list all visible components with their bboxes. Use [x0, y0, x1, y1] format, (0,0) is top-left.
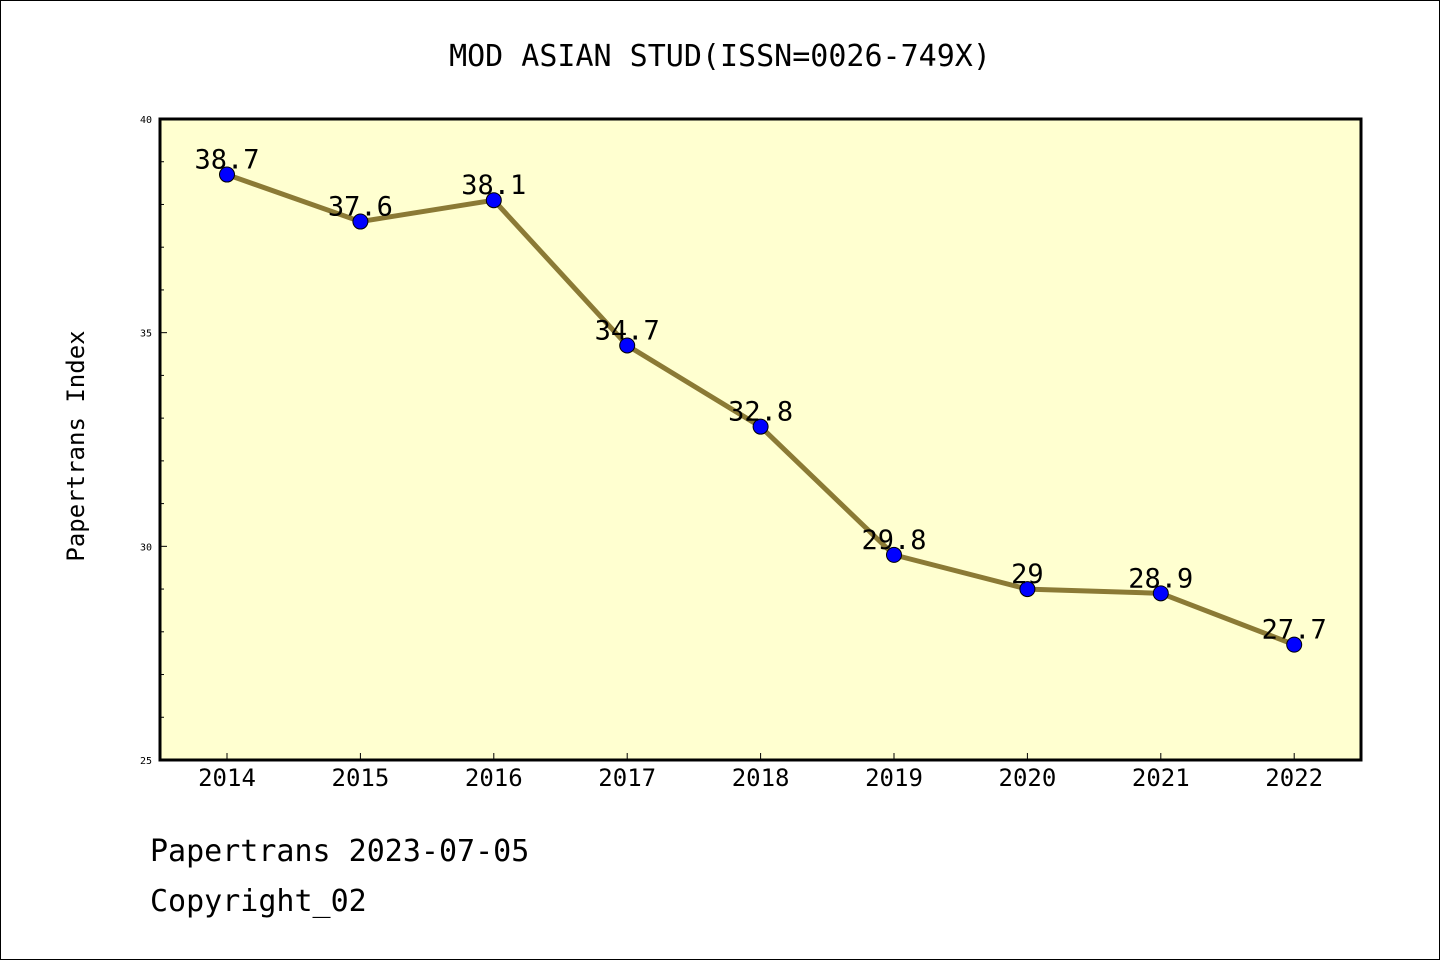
- data-label: 37.6: [328, 192, 393, 223]
- footer-date-line: Papertrans 2023-07-05: [150, 834, 530, 869]
- x-tick-label: 2016: [465, 764, 523, 792]
- data-point: [219, 166, 235, 183]
- data-point: [352, 213, 369, 230]
- y-tick-label: 30: [140, 542, 152, 553]
- data-label: 38.7: [194, 145, 259, 176]
- data-label: 28.9: [1128, 563, 1193, 594]
- x-tick-label: 2020: [999, 764, 1057, 792]
- x-tick-label: 2014: [198, 764, 256, 792]
- series-layer: 38.7 37.6 38.1 34.7 32.8 29.8 29 28.9 27.7: [194, 145, 1327, 653]
- data-label: 29.8: [861, 525, 926, 556]
- y-tick-label: 40: [140, 115, 152, 126]
- data-label: 38.1: [461, 170, 526, 201]
- x-tick-label: 2017: [598, 764, 656, 792]
- y-axis: 25 30 35 40: [140, 115, 167, 767]
- data-point: [1286, 636, 1303, 653]
- data-point: [619, 337, 636, 354]
- data-label: 27.7: [1262, 615, 1327, 646]
- data-point: [1152, 585, 1169, 602]
- x-tick-label: 2015: [332, 764, 390, 792]
- x-tick-label: 2021: [1132, 764, 1190, 792]
- data-label: 29: [1011, 559, 1044, 590]
- y-tick-label: 35: [140, 329, 152, 340]
- x-axis: 2014 2015 2016 2017 2018 2019 2020 2021 2022: [198, 753, 1323, 792]
- y-axis-label: Papertrans Index: [62, 330, 90, 561]
- data-point: [886, 546, 902, 563]
- x-tick-label: 2022: [1265, 764, 1323, 792]
- x-tick-label: 2018: [732, 764, 790, 792]
- chart-title: MOD ASIAN STUD(ISSN=0026-749X): [449, 39, 991, 74]
- data-label: 34.7: [595, 315, 660, 346]
- footer-copyright-line: Copyright_02: [150, 884, 367, 919]
- y-tick-label: 25: [140, 756, 152, 767]
- data-label: 32.8: [728, 397, 793, 428]
- x-tick-label: 2019: [865, 764, 923, 792]
- data-point: [485, 192, 502, 209]
- data-point: [1019, 581, 1036, 598]
- data-point: [752, 418, 769, 435]
